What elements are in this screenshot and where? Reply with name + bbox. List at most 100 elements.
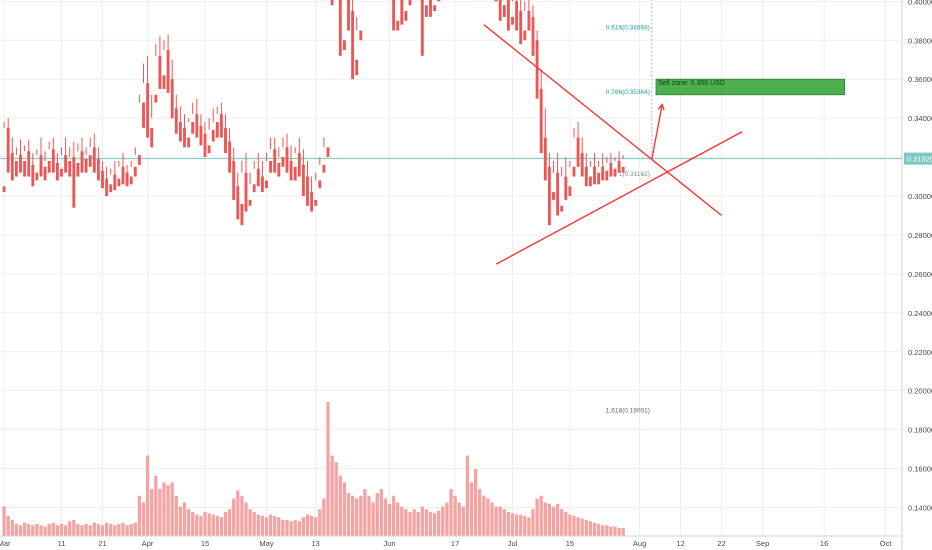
volume-bar <box>150 489 154 536</box>
volume-bar <box>523 515 527 536</box>
volume-bar <box>232 498 236 536</box>
volume-bar <box>465 455 470 536</box>
candle-body <box>80 151 84 173</box>
volume-bar <box>227 509 232 536</box>
candle-body <box>51 149 55 173</box>
volume-bar <box>314 517 318 536</box>
candle-body <box>64 155 68 173</box>
candle-body <box>252 184 256 193</box>
volume-bar <box>342 482 347 536</box>
volume-bar <box>109 523 113 536</box>
volume-bar <box>355 498 359 536</box>
volume-bar <box>219 517 224 536</box>
volume-bar <box>424 509 429 536</box>
candle-body <box>568 186 572 197</box>
volume-bar <box>510 513 515 536</box>
candle-body <box>506 0 510 31</box>
candle-body <box>265 180 268 189</box>
candle-body <box>531 16 535 56</box>
x-tick-label: 13 <box>312 539 320 548</box>
candle-body <box>84 159 88 173</box>
candle-body <box>547 166 551 226</box>
x-tick-label: Jun <box>383 539 395 548</box>
volume-bar <box>453 495 457 536</box>
volume-bar <box>215 515 219 536</box>
fib-level-label: 0.786(0.35364) <box>606 89 650 96</box>
volume-bar <box>309 515 314 536</box>
volume-bar <box>121 522 125 536</box>
volume-bar <box>609 526 613 536</box>
trendlines <box>483 24 743 265</box>
candle-body <box>543 137 547 181</box>
candle-body <box>215 122 219 138</box>
volume-bar <box>338 475 342 536</box>
volume-bar <box>539 495 543 536</box>
volume-bar <box>211 514 215 536</box>
volume-bar <box>326 402 330 536</box>
candle-body <box>355 59 359 76</box>
candle-body <box>269 160 273 173</box>
volume-bar <box>14 523 19 536</box>
x-tick-label: 22 <box>717 539 725 548</box>
candle-body <box>27 151 31 177</box>
volume-bar <box>408 511 412 536</box>
candle-body <box>133 166 137 177</box>
candle-body <box>301 164 305 197</box>
sell-zone[interactable]: Sell zone: 0.356 USD <box>655 78 846 96</box>
candle-body <box>572 166 576 177</box>
volume-bar <box>166 485 170 536</box>
candle-body <box>10 153 14 181</box>
candle-body <box>117 178 121 187</box>
candle-body <box>597 172 601 185</box>
volume-bar <box>322 498 326 536</box>
candle-body <box>23 160 27 177</box>
candle-body <box>535 40 539 99</box>
volume-bar <box>334 462 338 536</box>
candle-body <box>273 149 277 173</box>
candle-body <box>154 94 158 103</box>
trendline <box>495 131 743 265</box>
volume-bar <box>129 523 133 536</box>
candle-body <box>211 129 215 142</box>
candle-body <box>113 174 117 191</box>
volume-bar <box>568 514 572 536</box>
volume-bar <box>601 525 605 536</box>
candle-body <box>92 147 96 173</box>
volume-bar <box>84 523 88 536</box>
candle-body <box>219 114 223 138</box>
volume-bar <box>207 513 211 536</box>
candle-body <box>191 122 195 134</box>
x-tick-label: 15 <box>566 539 574 548</box>
volume-bar <box>437 510 441 536</box>
candle-body <box>289 160 293 181</box>
candle-body <box>326 147 330 158</box>
volume-bar <box>293 519 297 536</box>
candle-body <box>400 0 404 25</box>
x-tick-label: Aug <box>633 539 646 548</box>
volume-bar <box>564 511 568 536</box>
volume-bar <box>289 521 293 536</box>
volume-bar <box>182 502 187 536</box>
volume-bar <box>154 475 158 536</box>
volume-bar <box>59 523 64 536</box>
candle-body <box>420 0 424 56</box>
candle-body <box>240 203 244 226</box>
candle-body <box>88 155 92 167</box>
volume-bar <box>400 506 404 536</box>
volume-bar <box>88 525 92 536</box>
candle-body <box>158 55 162 89</box>
candle-body <box>236 186 240 220</box>
x-tick-label: May <box>259 539 273 548</box>
candle-body <box>72 157 76 208</box>
candle-body <box>150 127 154 148</box>
volume-bar <box>125 525 129 536</box>
